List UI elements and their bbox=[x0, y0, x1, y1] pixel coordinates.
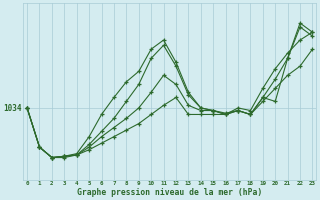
X-axis label: Graphe pression niveau de la mer (hPa): Graphe pression niveau de la mer (hPa) bbox=[77, 188, 262, 197]
